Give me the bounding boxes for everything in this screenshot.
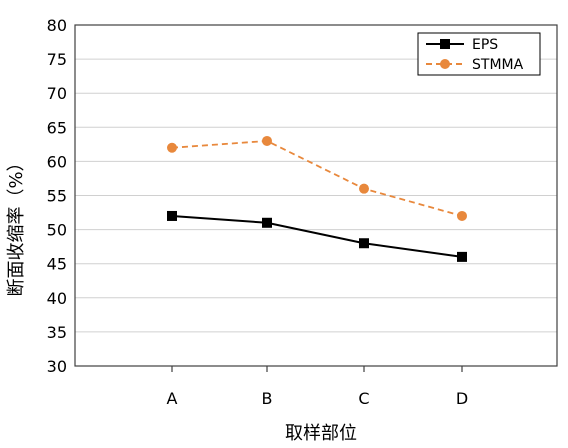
legend-marker-stmma	[440, 59, 450, 69]
legend-marker-eps	[440, 39, 450, 49]
y-tick-label: 35	[47, 323, 67, 342]
y-tick-label: 55	[47, 187, 67, 206]
legend: EPS STMMA	[417, 32, 541, 76]
legend-label-eps: EPS	[472, 37, 498, 53]
y-tick-label: 70	[47, 84, 67, 103]
x-tick-label: B	[262, 389, 273, 408]
data-point-stmma	[167, 142, 177, 153]
series-layer	[167, 135, 467, 262]
data-point-eps	[262, 217, 272, 228]
y-tick-label: 80	[47, 16, 67, 35]
y-tick-label: 40	[47, 289, 67, 308]
x-tick-label: D	[456, 389, 468, 408]
y-tick-label: 50	[47, 221, 67, 240]
x-axis-title: 取样部位	[285, 423, 357, 444]
legend-box	[417, 32, 541, 76]
data-point-stmma	[359, 183, 369, 194]
y-tick-label: 45	[47, 255, 67, 274]
x-tick-label: A	[167, 389, 178, 408]
y-tick-label: 65	[47, 118, 67, 137]
data-point-stmma	[262, 135, 272, 146]
y-axis-ticks: 30 35 40 45 50 55 60 65 70 75 80	[47, 16, 67, 376]
data-point-eps	[167, 210, 177, 221]
grid-lines	[75, 58, 557, 333]
series-line-stmma	[171, 140, 463, 217]
data-point-eps	[457, 251, 467, 262]
legend-label-stmma: STMMA	[472, 57, 524, 73]
y-tick-label: 75	[47, 50, 67, 69]
x-axis-ticks: A B C D	[167, 366, 468, 408]
plot-border	[74, 24, 558, 367]
y-axis-title: 断面收缩率（%）	[6, 153, 27, 296]
data-point-stmma	[457, 210, 467, 221]
series-line-eps	[171, 214, 463, 258]
y-tick-label: 60	[47, 152, 67, 171]
x-tick-label: C	[358, 389, 369, 408]
plot-frame	[74, 24, 558, 367]
data-point-eps	[359, 238, 369, 249]
y-tick-label: 30	[47, 357, 67, 376]
